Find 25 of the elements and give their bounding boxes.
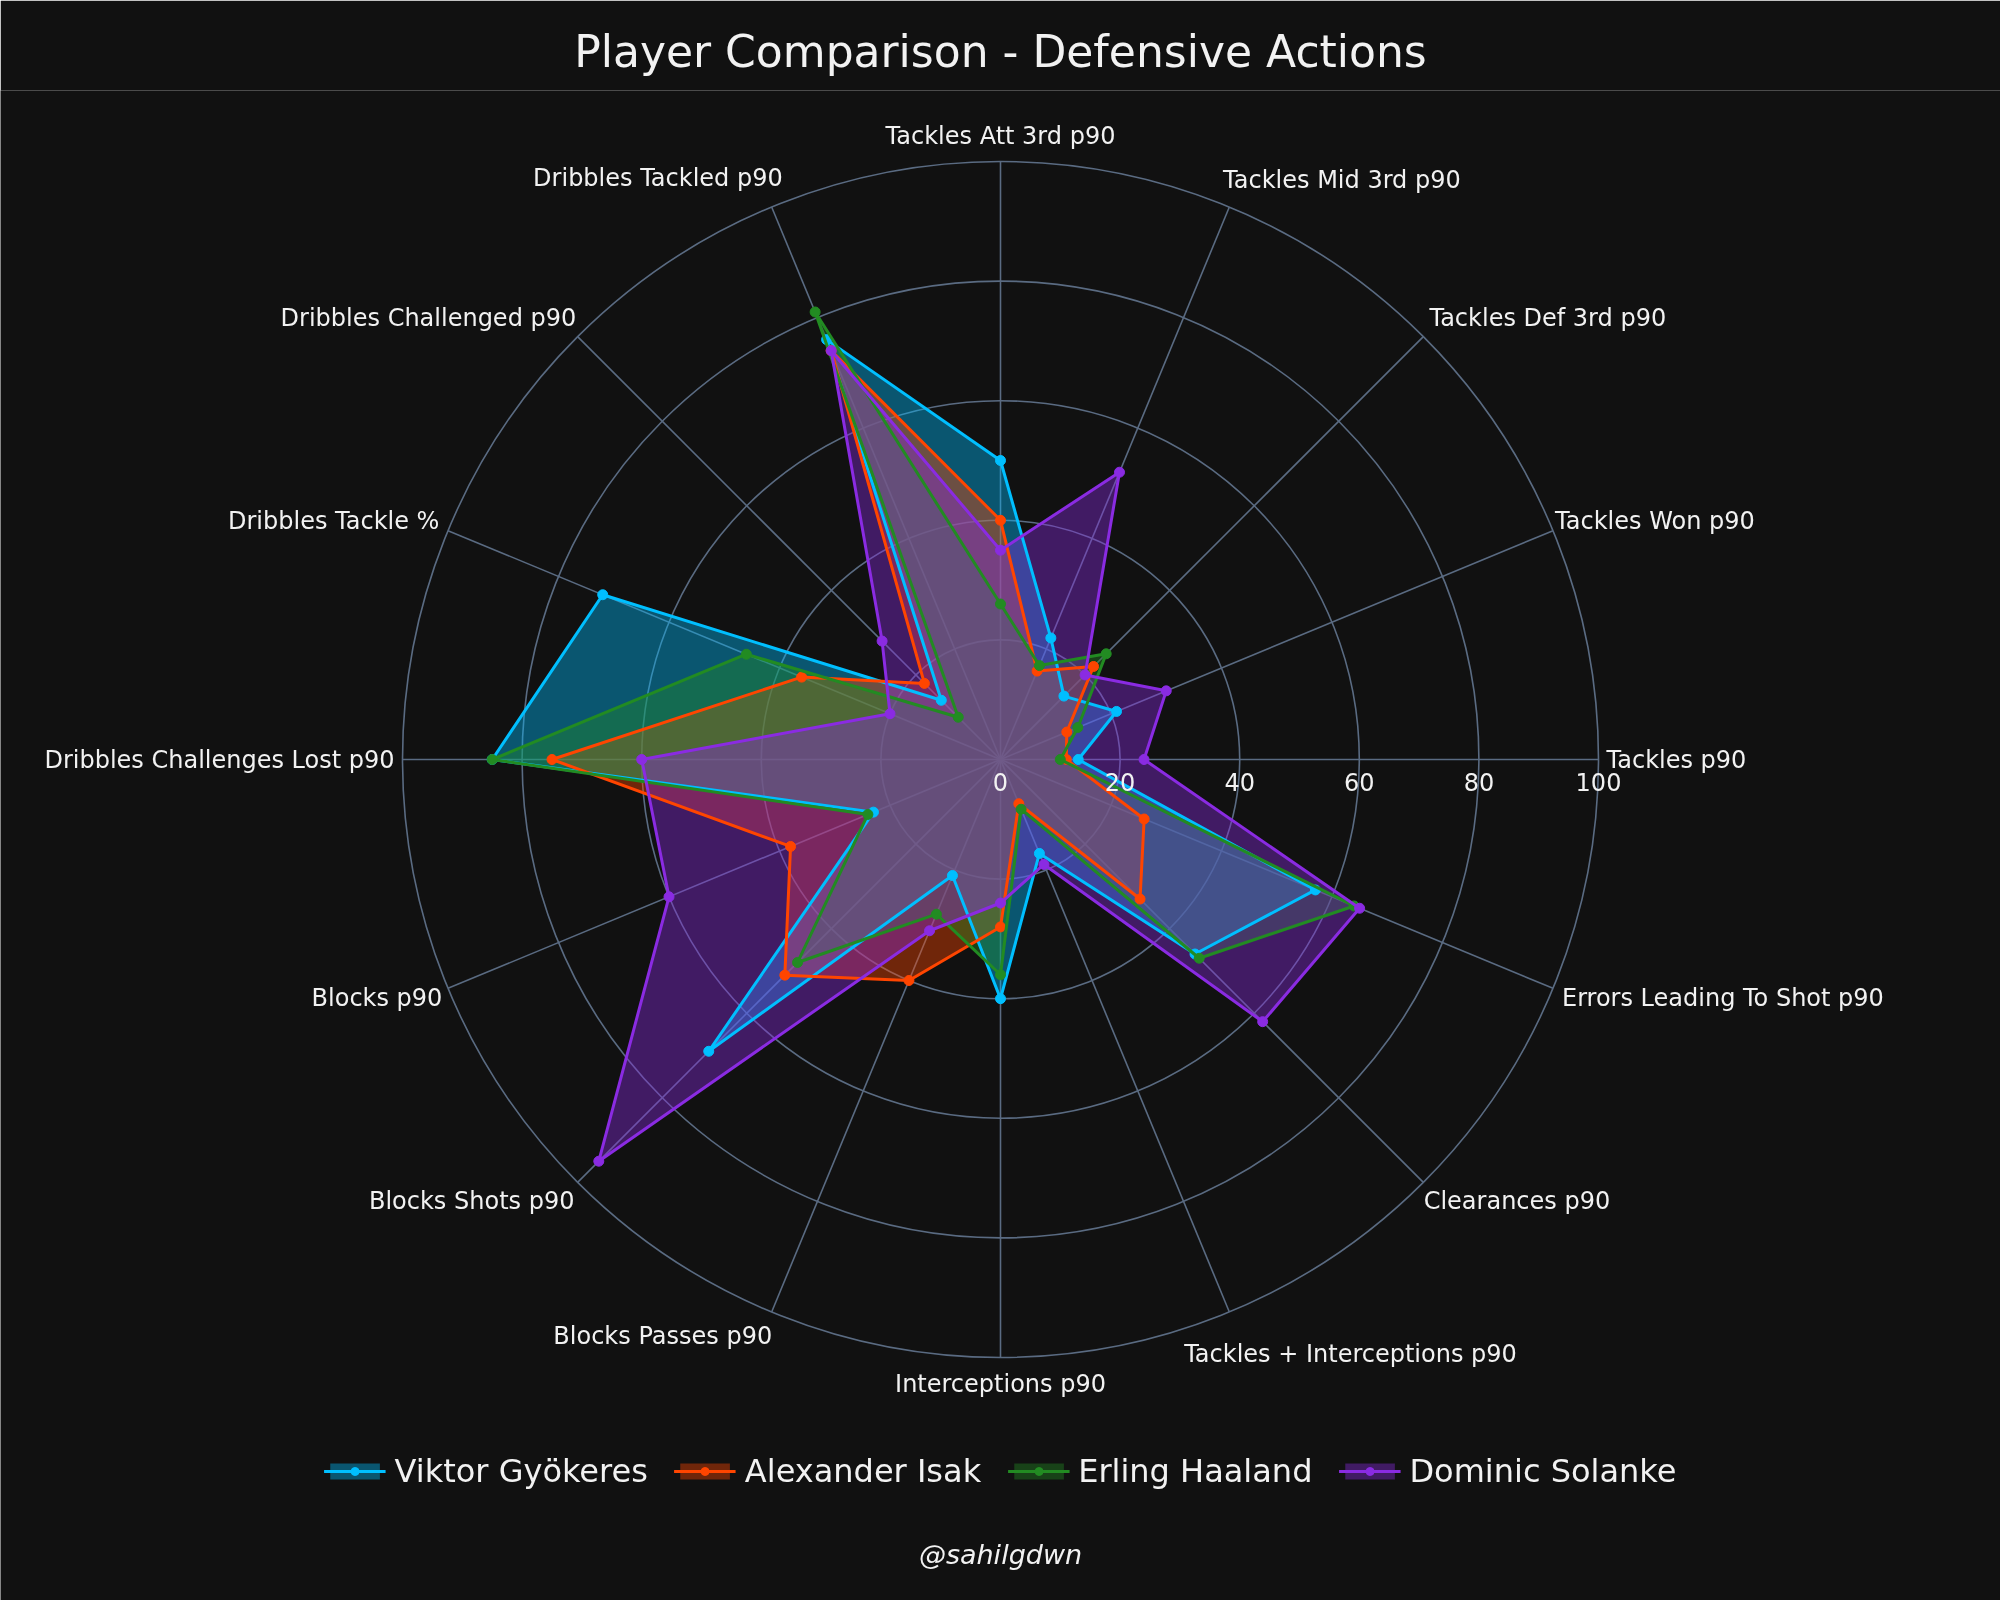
- legend-label: Dominic Solanke: [1409, 1452, 1677, 1490]
- spoke-label: Dribbles Tackled p90: [533, 163, 783, 192]
- text: @sahilgdwn: [918, 1539, 1083, 1570]
- chart-title: Player Comparison - Defensive Actions: [574, 25, 1427, 77]
- spoke-label: Tackles Mid 3rd p90: [1222, 165, 1461, 194]
- spoke-label: Clearances p90: [1423, 1186, 1611, 1215]
- spoke-label: Dribbles Tackle %: [228, 506, 440, 535]
- legend-label: Alexander Isak: [744, 1452, 982, 1490]
- spoke-label: Blocks Shots p90: [368, 1186, 575, 1215]
- spoke-label: Blocks Passes p90: [553, 1322, 773, 1350]
- spoke-label: Tackles Def 3rd p90: [1428, 304, 1667, 333]
- spoke-label: Tackles Won p90: [1554, 506, 1755, 535]
- legend-label: Viktor Gyökeres: [394, 1452, 648, 1490]
- spoke-label: Interceptions p90: [895, 1369, 1106, 1398]
- legend-label: Erling Haaland: [1078, 1452, 1313, 1490]
- spoke-label: Tackles + Interceptions p90: [1183, 1339, 1517, 1368]
- spoke-label: Errors Leading To Shot p90: [1561, 984, 1884, 1013]
- y-tick-label: 40: [1224, 768, 1255, 797]
- y-tick-label: 80: [1463, 768, 1495, 797]
- spoke-label: Blocks p90: [311, 984, 443, 1013]
- spoke-label: Tackles Att 3rd p90: [884, 121, 1116, 150]
- y-tick-label: 0: [992, 768, 1009, 797]
- spoke-label: Dribbles Challenged p90: [280, 304, 577, 333]
- y-tick-label: 60: [1344, 768, 1375, 797]
- spoke-label: Dribbles Challenges Lost p90: [44, 745, 395, 774]
